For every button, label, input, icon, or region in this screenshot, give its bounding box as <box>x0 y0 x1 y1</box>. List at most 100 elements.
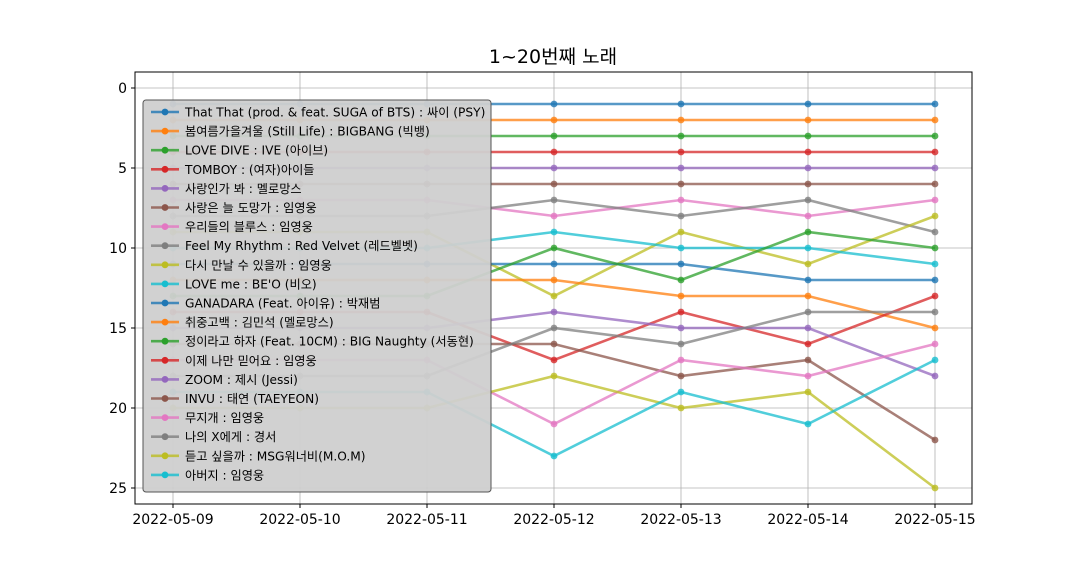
legend-label: 다시 만날 수 있을까 : 임영웅 <box>185 258 332 272</box>
data-point <box>550 308 558 316</box>
legend-label: 나의 X에게 : 경서 <box>185 430 276 444</box>
legend-label: 취중고백 : 김민석 (멜로망스) <box>185 316 334 330</box>
legend-entry: INVU : 태연 (TAEYEON) <box>151 392 319 406</box>
data-point <box>931 116 939 124</box>
data-point <box>931 484 939 492</box>
data-point <box>804 244 812 252</box>
y-tick-label: 0 <box>118 81 127 97</box>
legend: That That (prod. & feat. SUGA of BTS) : … <box>142 99 492 493</box>
legend-entry: 다시 만날 수 있을까 : 임영웅 <box>151 258 332 272</box>
legend-swatch-marker <box>161 318 169 326</box>
legend-swatch-marker <box>161 204 169 211</box>
legend-entry: 듣고 싶을까 : MSG워너비(M.O.M) <box>151 449 366 463</box>
y-tick-label: 10 <box>109 241 127 257</box>
legend-label: 우리들의 블루스 : 임영웅 <box>185 220 313 234</box>
legend-label: 무지개 : 임영웅 <box>185 411 264 425</box>
data-point <box>677 260 685 268</box>
legend-label: 사랑은 늘 도망가 : 임영웅 <box>185 201 317 215</box>
data-point <box>550 244 558 252</box>
legend-swatch-marker <box>161 395 169 402</box>
data-point <box>931 308 939 316</box>
legend-label: 아버지 : 임영웅 <box>185 468 264 482</box>
data-point <box>550 276 558 284</box>
data-point <box>804 100 812 108</box>
legend-entry: LOVE me : BE'O (비오) <box>151 277 317 291</box>
legend-swatch-marker <box>161 433 169 441</box>
legend-label: GANADARA (Feat. 아이유) : 박재범 <box>185 297 380 311</box>
data-point <box>804 180 812 188</box>
legend-entry: Feel My Rhythm : Red Velvet (레드벨벳) <box>151 239 418 253</box>
data-point <box>931 340 939 348</box>
legend-swatch-marker <box>161 185 169 192</box>
data-point <box>804 260 812 268</box>
data-point <box>550 148 558 156</box>
data-point <box>550 228 558 236</box>
data-point <box>804 212 812 220</box>
legend-swatch-marker <box>161 242 169 250</box>
data-point <box>550 164 558 172</box>
legend-label: Feel My Rhythm : Red Velvet (레드벨벳) <box>185 239 418 253</box>
data-point <box>550 340 558 348</box>
data-point <box>931 436 939 444</box>
x-tick-label: 2022-05-14 <box>767 512 848 528</box>
data-point <box>931 260 939 268</box>
data-point <box>931 100 939 108</box>
data-point <box>677 148 685 156</box>
x-tick-label: 2022-05-09 <box>132 512 213 528</box>
data-point <box>804 228 812 236</box>
legend-swatch-marker <box>161 280 169 288</box>
axes: 2022-05-09 2022-05-10 2022-05-11 2022-05-12… <box>109 81 976 528</box>
data-point <box>677 228 685 236</box>
data-point <box>931 276 939 284</box>
x-tick-label: 2022-05-15 <box>894 512 975 528</box>
data-point <box>931 292 939 300</box>
data-point <box>677 196 685 204</box>
data-point <box>677 212 685 220</box>
data-point <box>931 212 939 220</box>
x-tick-label: 2022-05-11 <box>386 512 467 528</box>
data-point <box>804 148 812 156</box>
data-point <box>677 132 685 140</box>
legend-swatch-marker <box>161 108 169 116</box>
data-point <box>804 196 812 204</box>
data-point <box>677 100 685 108</box>
legend-entry: 나의 X에게 : 경서 <box>151 430 276 444</box>
legend-swatch-marker <box>161 337 169 345</box>
data-point <box>677 292 685 300</box>
data-point <box>804 276 812 284</box>
legend-swatch-marker <box>161 376 169 383</box>
legend-label: 사랑인가 봐 : 멜로망스 <box>185 182 302 196</box>
data-point <box>931 356 939 364</box>
x-tick-label: 2022-05-13 <box>640 512 721 528</box>
data-point <box>677 324 685 332</box>
data-point <box>550 292 558 300</box>
legend-swatch-marker <box>161 223 169 231</box>
data-point <box>550 356 558 364</box>
x-tick-label: 2022-05-10 <box>259 512 340 528</box>
data-point <box>677 164 685 172</box>
legend-swatch-marker <box>161 261 169 269</box>
data-point <box>550 212 558 220</box>
data-point <box>677 340 685 348</box>
legend-label: That That (prod. & feat. SUGA of BTS) : … <box>184 106 485 120</box>
legend-entry: 사랑인가 봐 : 멜로망스 <box>151 182 302 196</box>
data-point <box>804 164 812 172</box>
data-point <box>931 372 939 380</box>
legend-label: 정이라고 하자 (Feat. 10CM) : BIG Naughty (서동현) <box>185 335 474 349</box>
legend-entry: 정이라고 하자 (Feat. 10CM) : BIG Naughty (서동현) <box>151 335 474 349</box>
legend-entry: 사랑은 늘 도망가 : 임영웅 <box>151 201 317 215</box>
legend-swatch-marker <box>161 356 169 364</box>
data-point <box>550 196 558 204</box>
legend-swatch-marker <box>161 165 169 173</box>
legend-entry: 이제 나만 믿어요 : 임영웅 <box>151 354 317 368</box>
data-point <box>804 420 812 428</box>
y-tick-label: 5 <box>118 161 127 177</box>
legend-entry: 무지개 : 임영웅 <box>151 411 264 425</box>
data-point <box>550 260 558 268</box>
legend-label: LOVE me : BE'O (비오) <box>185 277 317 291</box>
data-point <box>677 356 685 364</box>
legend-entry: TOMBOY : (여자)아이들 <box>151 163 315 177</box>
legend-label: 봄여름가을겨울 (Still Life) : BIGBANG (빅뱅) <box>185 125 430 139</box>
legend-entry: 아버지 : 임영웅 <box>151 468 264 482</box>
